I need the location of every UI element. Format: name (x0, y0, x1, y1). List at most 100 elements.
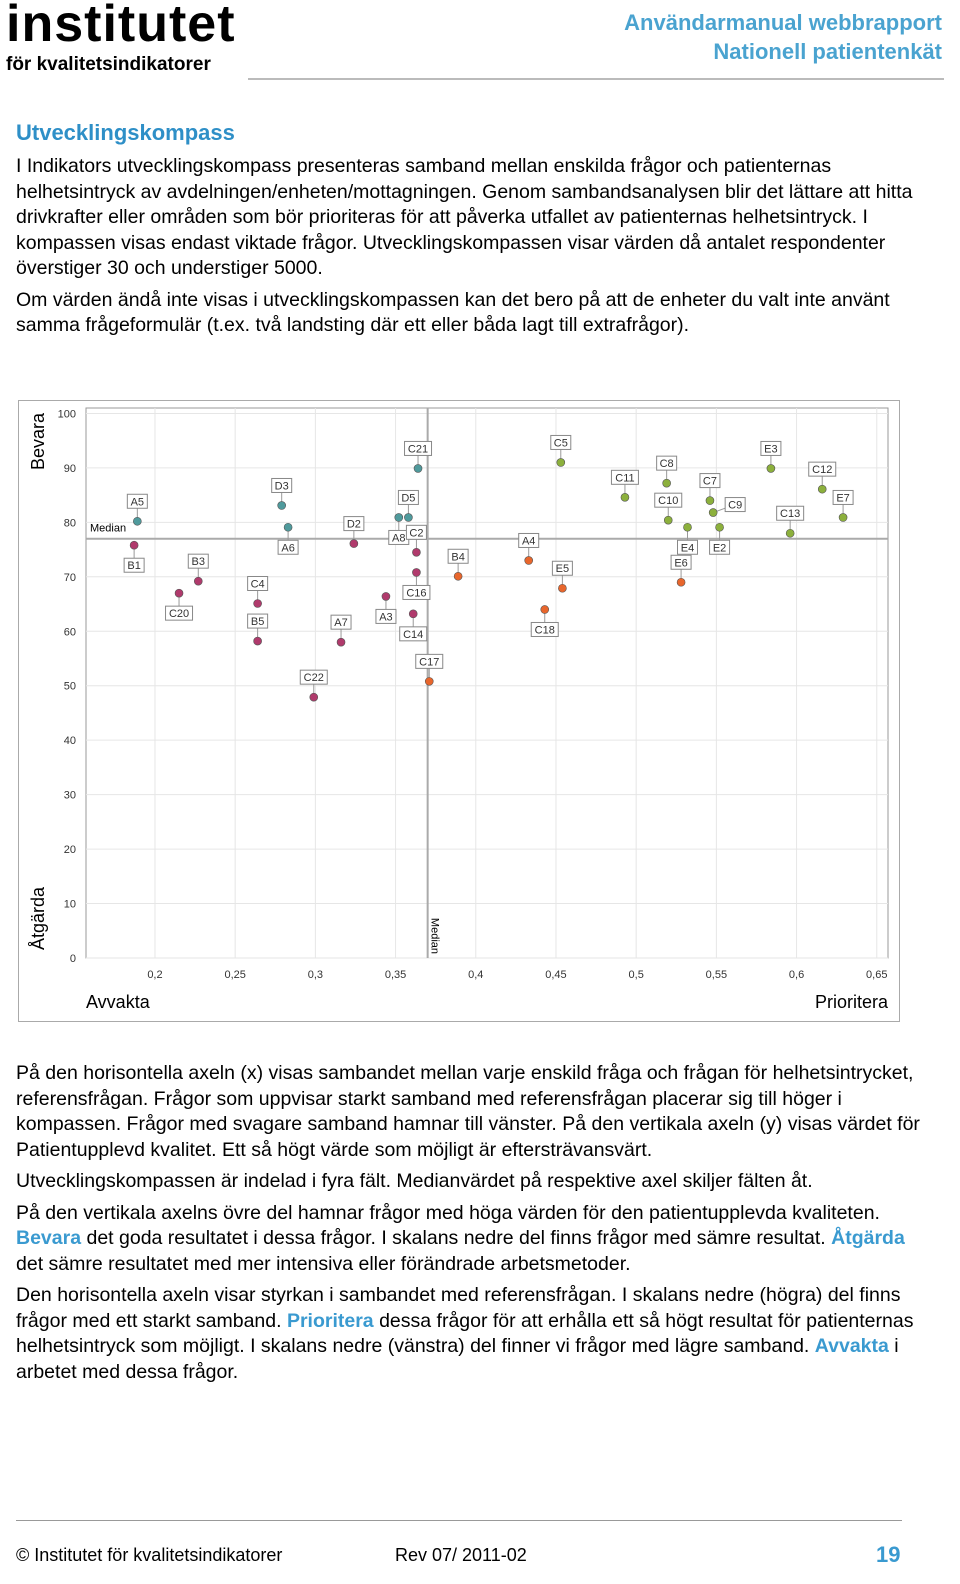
footer-rule (16, 1520, 902, 1521)
point-label: C21 (408, 443, 428, 455)
point (381, 592, 391, 601)
point (408, 609, 418, 619)
point (766, 464, 776, 473)
point-label: C16 (406, 587, 426, 599)
point-label: B1 (127, 560, 140, 572)
paragraph: Om värden ändå inte visas i utvecklingsk… (16, 288, 890, 337)
point (453, 571, 463, 581)
point-label: C4 (251, 578, 265, 590)
footer-copyright: © Institutet för kvalitetsindikatorer (16, 1545, 283, 1565)
point-label: C12 (812, 464, 832, 476)
point-label: D5 (401, 492, 415, 504)
point-label: E4 (681, 542, 694, 554)
point-label: C10 (658, 495, 678, 507)
y-tick-label: 10 (64, 899, 76, 911)
point-label: C20 (169, 608, 189, 620)
y-tick-label: 40 (64, 735, 76, 747)
point (412, 548, 421, 557)
point-label: C5 (554, 437, 568, 449)
section-title: Utvecklingskompass (16, 120, 235, 145)
point-label: C2 (409, 527, 423, 539)
point-label: B4 (451, 551, 464, 563)
point (283, 522, 293, 532)
point-label-box (271, 477, 293, 493)
point-label: A4 (522, 535, 535, 547)
point (663, 515, 673, 525)
point (705, 496, 715, 505)
point (253, 636, 262, 646)
point-label-box (247, 575, 269, 591)
text: Utvecklingskompassen är indelad i fyra f… (16, 1170, 813, 1192)
y-tick-label: 100 (58, 408, 76, 420)
median-label: Median (429, 918, 441, 954)
text: det sämre resultatet med mer intensiva e… (16, 1252, 631, 1275)
point-label: A5 (131, 496, 144, 508)
y-tick-label: 0 (70, 953, 76, 965)
keyword: Avvakta (814, 1335, 889, 1357)
y-tick-label: 30 (64, 790, 76, 802)
point-label-box (518, 532, 540, 548)
quadrant-label: Prioritera (815, 992, 889, 1012)
point-label-box (447, 548, 469, 564)
point-label-box (375, 608, 397, 624)
point (524, 556, 534, 565)
point-label-box (399, 626, 428, 642)
header-subtitle: Nationell patientenkät (713, 39, 942, 64)
point-label: A8 (392, 532, 405, 544)
x-tick-label: 0,65 (866, 969, 887, 981)
point (540, 605, 550, 614)
quadrant-label: Bevara (28, 412, 48, 470)
point-label-box (776, 505, 805, 521)
x-tick-label: 0,2 (147, 969, 162, 981)
text: i arbetet med dessa frågor. (16, 1335, 899, 1383)
y-tick-label: 50 (64, 681, 76, 693)
point-label: A7 (334, 617, 347, 629)
point-label: C17 (419, 656, 439, 668)
x-tick-label: 0,3 (308, 969, 323, 981)
body: På den horisontella axeln (x) visas samb… (16, 1061, 936, 1391)
point (558, 583, 567, 593)
header-title: Användarmanual webbrapport (624, 10, 942, 35)
x-tick-label: 0,55 (706, 969, 727, 981)
point-label-box (724, 497, 746, 513)
text: På den vertikala axelns övre del hamnar … (16, 1201, 880, 1224)
point-label-box (247, 613, 269, 629)
point-label: C8 (660, 458, 674, 470)
point-label: D3 (275, 480, 289, 492)
point (412, 568, 421, 577)
point-label: A6 (281, 542, 294, 554)
point (174, 588, 184, 598)
point-label-box (530, 621, 559, 637)
point-label: C18 (535, 624, 555, 636)
text: På den horisontella axeln (x) visas samb… (16, 1062, 920, 1161)
keyword: Bevara (16, 1227, 82, 1249)
point-label: E3 (764, 443, 777, 455)
point-label-box (405, 524, 427, 540)
point-label: C14 (403, 629, 423, 641)
point-label-box (808, 461, 837, 477)
point-label: E2 (713, 542, 726, 554)
text: Den horisontella axeln visar styrkan i s… (16, 1284, 901, 1332)
point (676, 577, 686, 587)
intro: I Indikators utvecklingskompass presente… (16, 154, 936, 345)
compass-chart: 0 10 20 30 40 50 60 70 80 90 100 0,2 0,25 0,3 0,35 0,4 0… (18, 400, 900, 1022)
keyword: Åtgärda (831, 1227, 905, 1249)
x-tick-label: 0,4 (468, 969, 483, 981)
point-label-box (123, 557, 145, 573)
point-label-box (402, 584, 431, 600)
median-label: Median (90, 523, 126, 535)
quadrant-label: Åtgärda (28, 886, 48, 950)
x-tick-label: 0,5 (629, 969, 644, 981)
page-number: 19 (876, 1542, 901, 1567)
point-label-box (709, 539, 731, 555)
y-tick-label: 90 (64, 463, 76, 475)
point (193, 576, 203, 586)
point (715, 522, 724, 532)
point (817, 484, 827, 494)
point-label-box (610, 469, 639, 485)
x-tick-label: 0,6 (789, 969, 804, 981)
point-label: E5 (556, 563, 569, 575)
header-rule (248, 78, 944, 80)
point-label: C7 (703, 476, 717, 488)
